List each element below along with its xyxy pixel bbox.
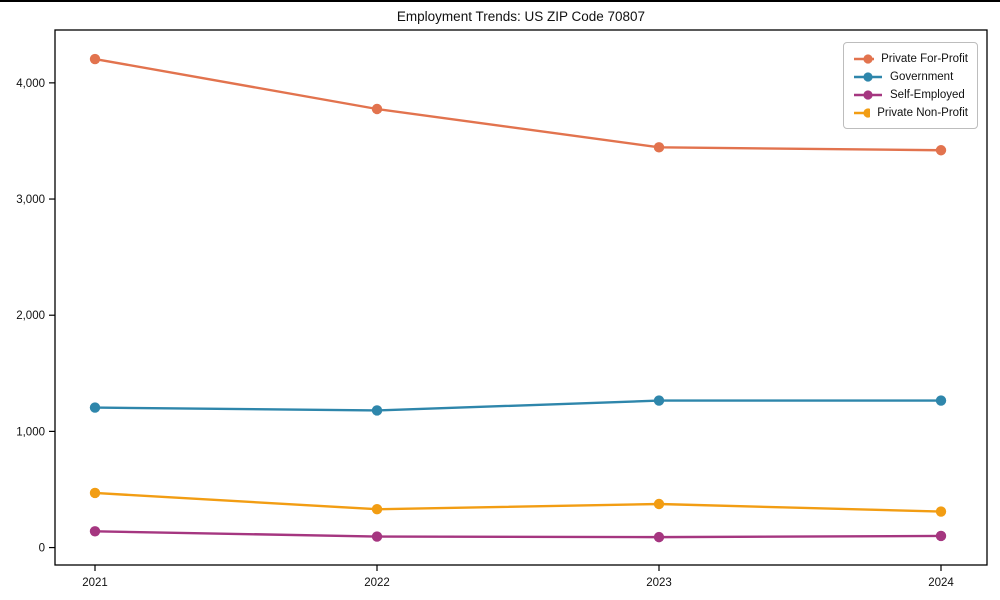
legend-line-marker-icon xyxy=(854,108,871,118)
series-line-private-for-profit xyxy=(93,57,943,152)
x-tick-label: 2023 xyxy=(646,577,672,589)
y-tick-label: 3,000 xyxy=(16,194,45,206)
data-point-private-non-profit xyxy=(935,506,947,517)
series-line-self-employed xyxy=(93,530,943,539)
legend-label: Private For-Profit xyxy=(881,53,968,65)
y-tick-label: 0 xyxy=(39,543,45,555)
legend-item: Private Non-Profit xyxy=(853,104,968,122)
y-tick-label: 1,000 xyxy=(16,426,45,438)
data-point-private-for-profit xyxy=(653,142,665,153)
legend-line-marker-icon xyxy=(854,90,882,100)
series-line-private-non-profit xyxy=(93,491,943,513)
y-tick-label: 4,000 xyxy=(16,78,45,90)
legend-item: Self-Employed xyxy=(853,86,968,104)
legend-line-marker-icon xyxy=(854,54,875,64)
data-point-government xyxy=(371,405,383,416)
legend-line-marker-icon xyxy=(854,72,882,82)
data-point-self-employed xyxy=(371,531,383,542)
axes-frame xyxy=(54,29,988,566)
data-point-government xyxy=(89,402,101,413)
legend-label: Private Non-Profit xyxy=(877,107,968,119)
data-point-self-employed xyxy=(653,531,665,543)
x-tick-label: 2021 xyxy=(82,577,108,589)
legend-box: Private For-Profit Government Self-Employe… xyxy=(843,42,978,129)
legend-item: Private For-Profit xyxy=(853,50,968,68)
legend-item: Government xyxy=(853,68,968,86)
data-point-private-for-profit xyxy=(935,145,947,156)
data-point-government xyxy=(653,395,665,406)
data-point-private-non-profit xyxy=(89,487,101,499)
data-point-self-employed xyxy=(89,526,101,537)
x-tick-label: 2022 xyxy=(364,577,390,589)
data-point-private-non-profit xyxy=(371,504,383,515)
chart-title: Employment Trends: US ZIP Code 70807 xyxy=(396,9,646,24)
x-tick-label: 2024 xyxy=(928,577,954,589)
data-point-government xyxy=(935,395,947,406)
y-tick-label: 2,000 xyxy=(16,310,45,322)
legend-label: Government xyxy=(890,71,954,83)
data-point-private-for-profit xyxy=(89,53,101,65)
legend-label: Self-Employed xyxy=(890,89,965,101)
data-point-private-non-profit xyxy=(653,498,665,510)
data-point-private-for-profit xyxy=(371,103,383,115)
window-top-edge xyxy=(0,0,1000,2)
data-point-self-employed xyxy=(935,530,947,542)
series-line-government xyxy=(93,399,943,412)
